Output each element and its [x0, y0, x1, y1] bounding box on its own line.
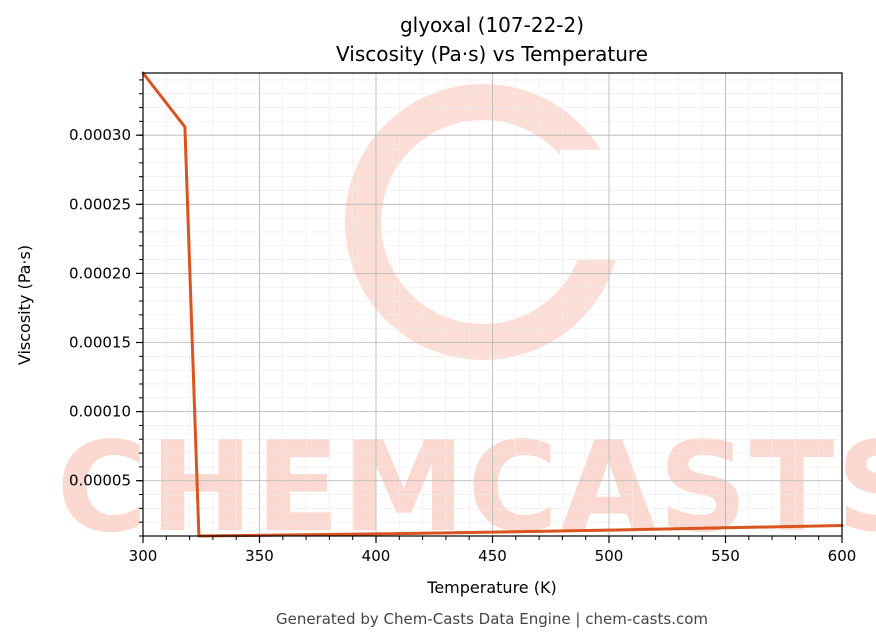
- x-tick-label: 600: [828, 547, 857, 565]
- x-tick-label: 550: [711, 547, 740, 565]
- chart-subtitle: Viscosity (Pa·s) vs Temperature: [336, 42, 648, 66]
- x-tick-label: 350: [245, 547, 274, 565]
- series-layer: [141, 71, 844, 538]
- y-tick-label: 0.00025: [69, 195, 131, 213]
- y-tick-label: 0.00020: [69, 264, 131, 282]
- y-tick-label: 0.00010: [69, 403, 131, 421]
- x-axis-label: Temperature (K): [426, 578, 556, 597]
- watermark: CHEMCASTS: [56, 84, 876, 560]
- y-tick-label: 0.00005: [69, 472, 131, 490]
- footer-credit: Generated by Chem-Casts Data Engine | ch…: [276, 610, 708, 628]
- x-tick-label: 450: [478, 547, 507, 565]
- x-tick-label: 300: [129, 547, 158, 565]
- y-axis-label: Viscosity (Pa·s): [15, 245, 34, 365]
- series-line: [141, 71, 844, 538]
- y-tick-label: 0.00015: [69, 334, 131, 352]
- x-tick-label: 400: [362, 547, 391, 565]
- x-axis: 300 350 400 450 500 550 600: [129, 536, 857, 565]
- watermark-ring-gap: [560, 150, 630, 260]
- watermark-text: CHEMCASTS: [56, 416, 876, 560]
- y-axis: 0.00005 0.00010 0.00015 0.00020 0.00025 0.000…: [69, 79, 143, 537]
- chart-title: glyoxal (107-22-2): [400, 13, 584, 37]
- y-tick-label: 0.00030: [69, 126, 131, 144]
- x-tick-label: 500: [595, 547, 624, 565]
